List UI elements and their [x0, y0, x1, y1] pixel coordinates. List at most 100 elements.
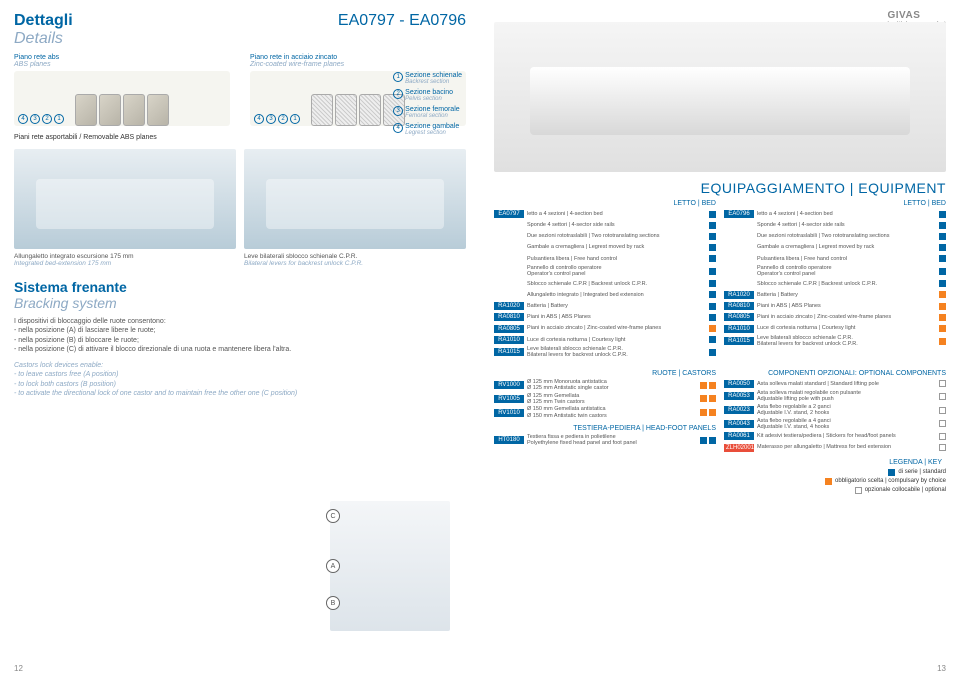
equip-indicator [709, 325, 716, 332]
equipment-columns: LETTO | BED EA0797letto a 4 sezioni | 4-… [494, 200, 946, 360]
equip-text: Due sezioni rototraslabili | Two rototra… [527, 233, 707, 239]
equip-indicator [700, 409, 707, 416]
equip-text: Asta flebo regolabile a 4 ganci Adjustab… [757, 418, 937, 431]
legend-indicator [888, 469, 895, 476]
letto-hdr-b: LETTO | BED [724, 200, 946, 207]
equip-text: Due sezioni rototraslabili | Two rototra… [757, 233, 937, 239]
equip-row: Sponde 4 settori | 4-sector side rails [494, 220, 716, 230]
equip-row: HT0180Testiera fissa e pediera in poliet… [494, 434, 716, 447]
equip-indicator [700, 382, 707, 389]
equip-col-b: LETTO | BED EA0796letto a 4 sezioni | 4-… [724, 200, 946, 360]
equip-indicator [709, 409, 716, 416]
equip-text: Piani in acciaio zincato | Zinc-coated w… [527, 325, 707, 331]
equip-indicator [700, 437, 707, 444]
legend-row: opzionale collocabile | optional [724, 487, 946, 494]
equipment-title: EQUIPAGGIAMENTO | EQUIPMENT [494, 180, 946, 196]
equip-text: letto a 4 sezioni | 4-section bed [527, 211, 707, 217]
equip-row: Allungaletto integrato | Integrated bed … [494, 290, 716, 300]
equip-row: RA1015Leve bilaterali sblocco schienale … [724, 335, 946, 348]
equip-indicator [709, 244, 716, 251]
equip-indicator [709, 437, 716, 444]
equip-text: Gambale a cremagliera | Legrest moved by… [757, 244, 937, 250]
equip-indicator [939, 407, 946, 414]
equip-code: RV1010 [494, 409, 524, 417]
legend-indicator [825, 478, 832, 485]
mid-photos: Allungaletto integrato escursione 175 mm… [14, 149, 466, 267]
title-en: Details [14, 30, 466, 48]
equip-code [494, 258, 524, 260]
equip-indicator [709, 336, 716, 343]
equip-text: Luce di cortesia notturna | Courtesy lig… [527, 337, 707, 343]
equip-row: RA0050Asta solleva malati standard | Sta… [724, 379, 946, 389]
equip-text: Allungaletto integrato | Integrated bed … [527, 292, 707, 298]
equip-text: Sponde 4 settori | 4-sector side rails [527, 222, 707, 228]
model-code: EA0797 - EA0796 [338, 12, 466, 30]
abs-label-en: ABS planes [14, 61, 230, 68]
sistema-it: Sistema frenante [14, 279, 466, 295]
equip-indicator [939, 222, 946, 229]
equip-row: RA0805Piani in acciaio zincato | Zinc-co… [494, 324, 716, 334]
equip-indicator [709, 314, 716, 321]
equip-indicator [939, 433, 946, 440]
equip-indicator [709, 211, 716, 218]
equip-code: RA0050 [724, 380, 754, 388]
equip-code [724, 235, 754, 237]
equip-row: RV1005Ø 125 mm Gemellata Ø 125 mm Twin c… [494, 393, 716, 406]
equip-code [724, 247, 754, 249]
equip-text: Sblocco schienale C.P.R | Backrest unloc… [527, 281, 707, 287]
equip-text: Kit adesivi testiera/pediera | Stickers … [757, 433, 937, 439]
equip-text: Batteria | Battery [757, 292, 937, 298]
label-c: C [326, 509, 340, 523]
equip-text: letto a 4 sezioni | 4-section bed [757, 211, 937, 217]
equip-row: RA1015Leve bilaterali sblocco schienale … [494, 346, 716, 359]
lev-label-it: Leve bilaterali sblocco schienale C.P.R. [244, 253, 466, 260]
equip-row: RA0043Asta flebo regolabile a 4 ganci Ad… [724, 418, 946, 431]
equip-row: RA1020Batteria | Battery [724, 290, 946, 300]
equip-row: RA0061Kit adesivi testiera/pediera | Sti… [724, 431, 946, 441]
equip-indicator [939, 244, 946, 251]
equip-indicator [939, 268, 946, 275]
equip-text: Materasso per allungaletto | Mattress fo… [757, 444, 937, 450]
equip-code [494, 224, 524, 226]
wire-plane-group: Piano rete in acciaio zincato Zinc-coate… [250, 54, 466, 126]
equip-indicator [939, 420, 946, 427]
equip-row: RA0810Piani in ABS | ABS Planes [494, 312, 716, 322]
legend-row: di serie | standard [724, 469, 946, 476]
equip-row: RA1010Luce di cortesia notturna | Courte… [724, 324, 946, 334]
equip-row: RA0810Piani in ABS | ABS Planes [724, 301, 946, 311]
equip-text: Sblocco schienale C.P.R | Backrest unloc… [757, 281, 937, 287]
equip-text: Gambale a cremagliera | Legrest moved by… [527, 244, 707, 250]
equip-code: RA0805 [494, 325, 524, 333]
equip-text: Luce di cortesia notturna | Courtesy lig… [757, 325, 937, 331]
equip-indicator [709, 268, 716, 275]
equip-indicator [939, 314, 946, 321]
equip-text: Pannello di controllo operatore Operator… [527, 265, 707, 278]
equip-code: RA1010 [494, 336, 524, 344]
equip-code: RA0023 [724, 406, 754, 414]
equip-text: Pannello di controllo operatore Operator… [757, 265, 937, 278]
label-a: A [326, 559, 340, 573]
equip-row: Sblocco schienale C.P.R | Backrest unloc… [724, 279, 946, 289]
equip-code: RA1020 [494, 302, 524, 310]
equip-text: Sponde 4 settori | 4-sector side rails [757, 222, 937, 228]
sections-legend: 1Sezione schienaleBackrest section 2Sezi… [393, 72, 462, 140]
equip-row: Pulsantiera libera | Free hand control [724, 254, 946, 264]
equip-row: RA0023Asta flebo regolabile a 2 ganci Ad… [724, 404, 946, 417]
equip-text: Piani in ABS | ABS Planes [527, 314, 707, 320]
equip-code [494, 283, 524, 285]
equip-indicator [939, 233, 946, 240]
equip-row: Pulsantiera libera | Free hand control [494, 254, 716, 264]
equip-text: Pulsantiera libera | Free hand control [757, 256, 937, 262]
optional-title: COMPONENTI OPZIONALI: OPTIONAL COMPONENT… [724, 370, 946, 377]
page-num-right: 13 [937, 664, 946, 673]
equip-text: Testiera fissa e pediera in polietilene … [527, 434, 698, 447]
equip-row: EA0797letto a 4 sezioni | 4-section bed [494, 209, 716, 219]
equip-text: Leve bilaterali sblocco schienale C.P.R.… [757, 335, 937, 348]
equip-indicator [709, 291, 716, 298]
equip-indicator [939, 444, 946, 451]
legend-indicator [855, 487, 862, 494]
sistema-desc-en: Castors lock devices enable: - to leave … [14, 361, 466, 399]
braking-system-block: Sistema frenante Bracking system I dispo… [14, 279, 466, 399]
equip-indicator [939, 211, 946, 218]
plane-row: Piano rete abs ABS planes 4321 Piano ret… [14, 54, 466, 126]
